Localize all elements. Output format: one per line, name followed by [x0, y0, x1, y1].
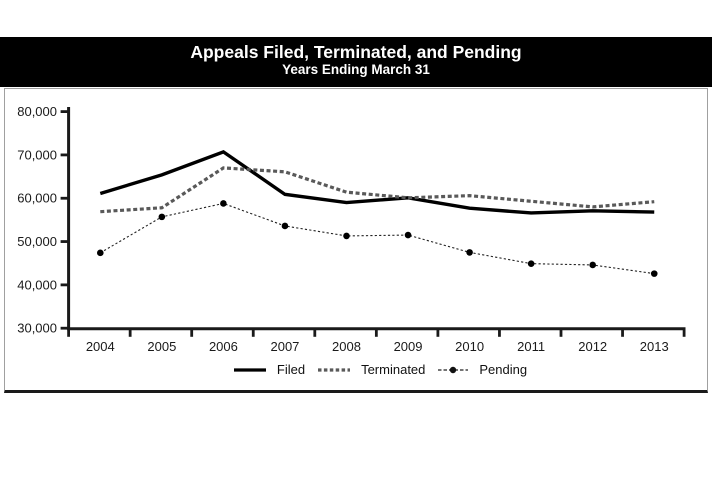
pending-marker [466, 249, 473, 256]
chart-title-banner: Appeals Filed, Terminated, and Pending Y… [0, 37, 712, 87]
terminated-dashed-swatch-icon [318, 367, 351, 372]
pending-marker [343, 232, 350, 240]
legend-item-filed: Filed [233, 362, 305, 377]
x-tick-label: 2008 [332, 339, 361, 354]
y-tick-label: 30,000 [17, 321, 57, 336]
legend-item-pending: Pending [437, 362, 527, 377]
chart-plot-area: 30,000 40,000 50,000 60,000 70,000 80,000 2004… [17, 104, 686, 354]
series-line-pending [100, 202, 655, 275]
pending-marker [650, 270, 658, 277]
x-tick-label: 2012 [578, 339, 607, 354]
x-tick-label: 2013 [640, 339, 669, 354]
x-tick-label: 2004 [86, 339, 115, 354]
chart-frame: 30,000 40,000 50,000 60,000 70,000 80,000 2004… [4, 88, 708, 393]
x-tick-label: 2005 [147, 339, 176, 354]
x-tick-label: 2007 [270, 339, 299, 354]
x-tick-label: 2010 [455, 339, 484, 354]
pending-marker [527, 260, 535, 267]
pending-marker [158, 213, 166, 221]
legend-label-terminated: Terminated [361, 362, 426, 377]
y-tick-label: 70,000 [17, 147, 57, 162]
pending-marker [220, 200, 227, 207]
pending-marker [589, 261, 596, 269]
y-tick-label: 50,000 [17, 234, 57, 249]
y-tick-label: 40,000 [17, 277, 57, 292]
y-tick-label: 80,000 [17, 104, 57, 119]
legend-item-terminated: Terminated [317, 362, 425, 377]
chart-subtitle: Years Ending March 31 [282, 62, 430, 77]
pending-dotted-swatch-icon [438, 366, 469, 373]
legend-label-pending: Pending [479, 362, 528, 377]
filed-line-swatch-icon [233, 367, 266, 372]
chart-legend: Filed Terminated Pending [29, 362, 712, 377]
x-tick-label: 2009 [394, 339, 423, 354]
series-line-terminated [100, 166, 655, 214]
pending-marker [97, 249, 104, 257]
series-line-filed [99, 149, 655, 215]
pending-marker [404, 231, 412, 239]
y-tick-label: 60,000 [17, 191, 57, 206]
x-tick-label: 2011 [517, 339, 545, 354]
pending-marker [281, 222, 289, 230]
chart-title: Appeals Filed, Terminated, and Pending [190, 42, 522, 62]
x-tick-label: 2006 [209, 339, 238, 354]
legend-label-filed: Filed [276, 362, 306, 377]
